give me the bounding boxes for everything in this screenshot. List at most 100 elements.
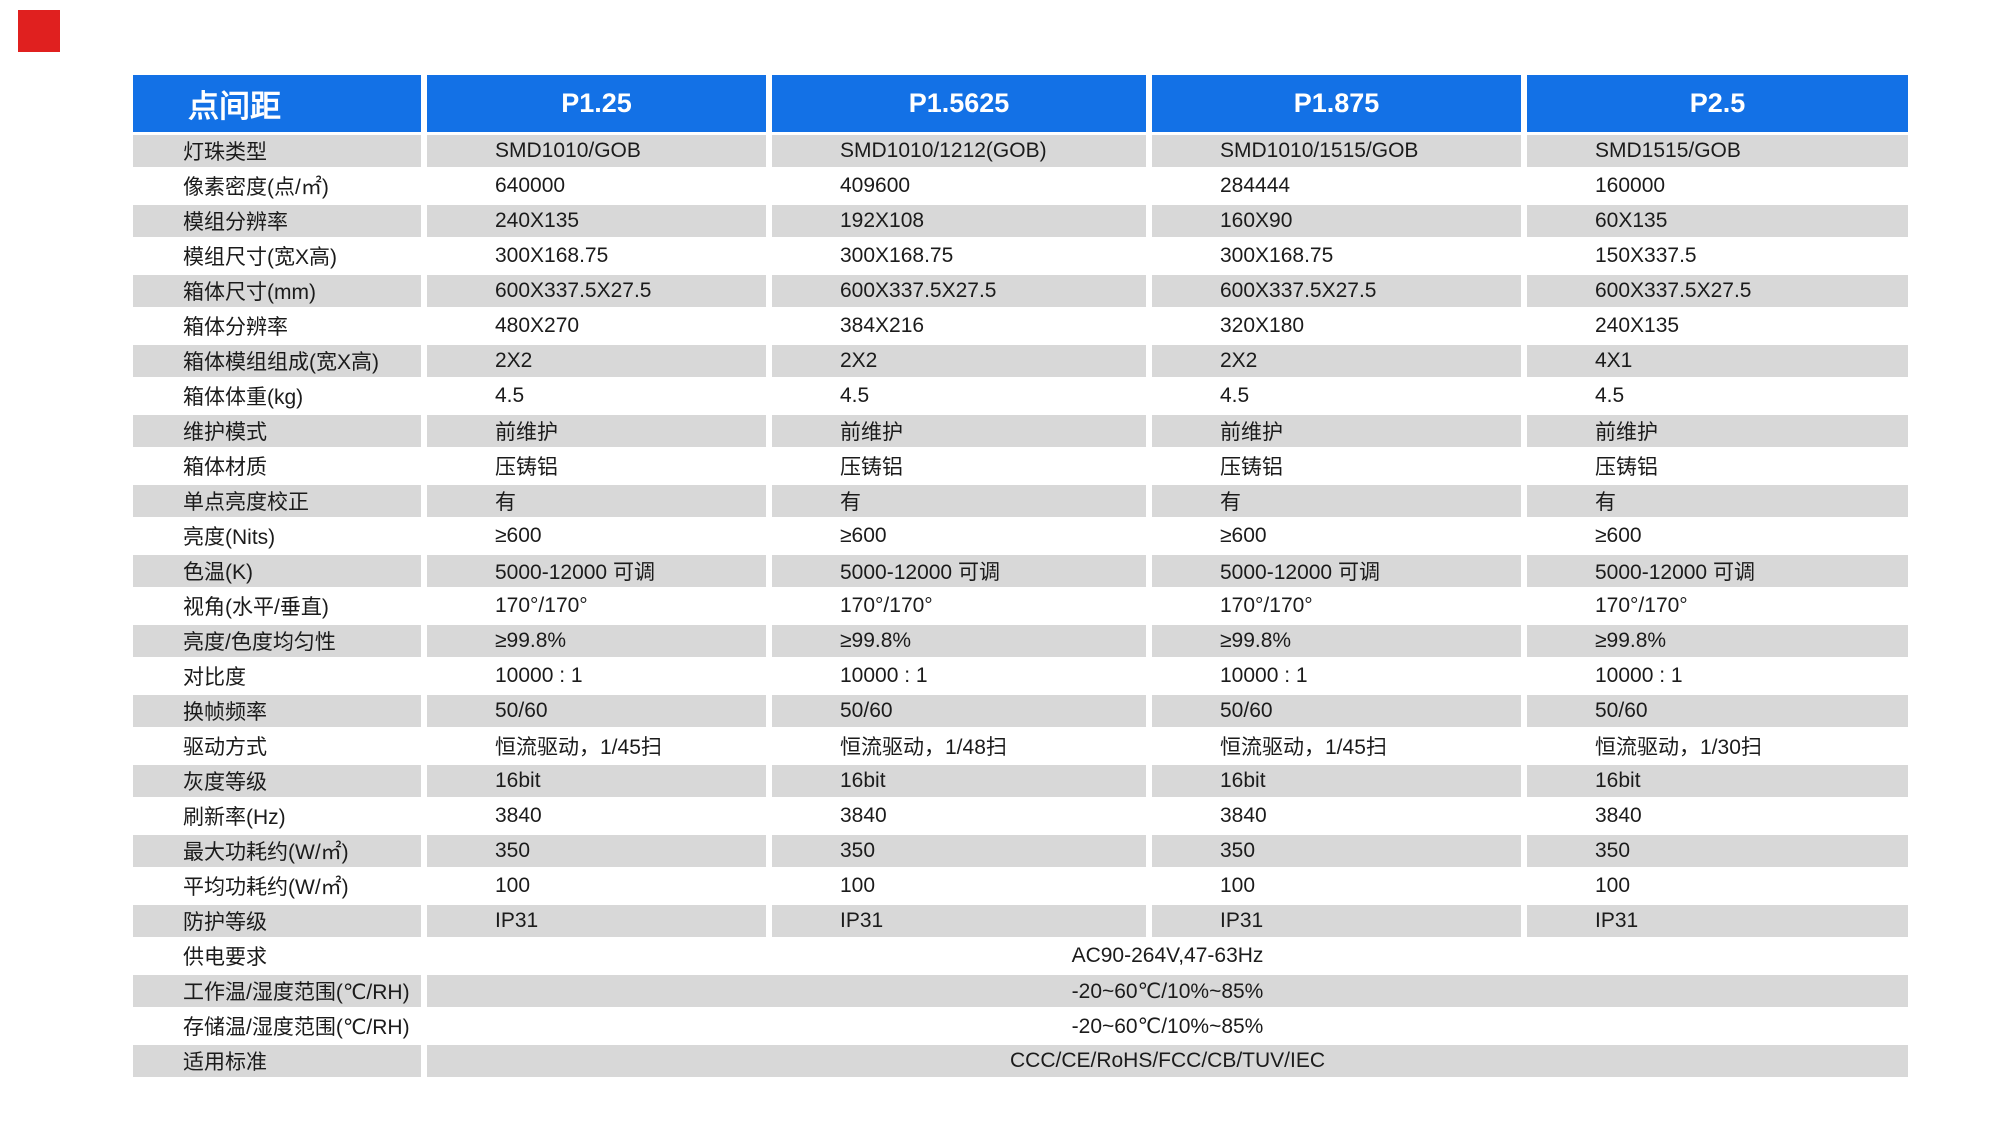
row-span-value: -20~60℃/10%~85% — [427, 975, 1908, 1010]
table-row: 灰度等级 16bit 16bit 16bit 16bit — [133, 765, 1908, 800]
row-label: 工作温/湿度范围(℃/RH) — [133, 975, 427, 1010]
row-value: 10000 : 1 — [1527, 660, 1908, 695]
row-value: 有 — [427, 485, 772, 520]
row-value: 160X90 — [1152, 205, 1527, 240]
row-value: 100 — [772, 870, 1152, 905]
row-label: 视角(水平/垂直) — [133, 590, 427, 625]
row-value: 100 — [1152, 870, 1527, 905]
table-row: 刷新率(Hz) 3840 3840 3840 3840 — [133, 800, 1908, 835]
row-label: 箱体体重(kg) — [133, 380, 427, 415]
row-value: 10000 : 1 — [427, 660, 772, 695]
row-label: 换帧频率 — [133, 695, 427, 730]
table-row: 供电要求 AC90-264V,47-63Hz — [133, 940, 1908, 975]
row-label: 驱动方式 — [133, 730, 427, 765]
row-value: ≥600 — [772, 520, 1152, 555]
row-label: 最大功耗约(W/㎡) — [133, 835, 427, 870]
row-value: 恒流驱动，1/45扫 — [1152, 730, 1527, 765]
row-value: 600X337.5X27.5 — [1152, 275, 1527, 310]
table-row: 箱体材质 压铸铝 压铸铝 压铸铝 压铸铝 — [133, 450, 1908, 485]
table-row: 视角(水平/垂直) 170°/170° 170°/170° 170°/170° 170°… — [133, 590, 1908, 625]
row-value: 600X337.5X27.5 — [427, 275, 772, 310]
row-value: ≥600 — [1152, 520, 1527, 555]
row-value: ≥99.8% — [1527, 625, 1908, 660]
row-value: 300X168.75 — [1152, 240, 1527, 275]
table-row: 最大功耗约(W/㎡) 350 350 350 350 — [133, 835, 1908, 870]
row-value: 5000-12000 可调 — [1527, 555, 1908, 590]
row-label: 亮度(Nits) — [133, 520, 427, 555]
row-value: 2X2 — [427, 345, 772, 380]
row-value: 恒流驱动，1/45扫 — [427, 730, 772, 765]
row-value: 192X108 — [772, 205, 1152, 240]
red-square-marker — [18, 10, 60, 52]
row-value: 前维护 — [1152, 415, 1527, 450]
table-row: 工作温/湿度范围(℃/RH) -20~60℃/10%~85% — [133, 975, 1908, 1010]
row-value: 50/60 — [427, 695, 772, 730]
row-value: 50/60 — [772, 695, 1152, 730]
row-value: SMD1010/1515/GOB — [1152, 135, 1527, 170]
row-value: 240X135 — [1527, 310, 1908, 345]
row-value: 4X1 — [1527, 345, 1908, 380]
row-value: IP31 — [772, 905, 1152, 940]
row-label: 刷新率(Hz) — [133, 800, 427, 835]
row-value: 恒流驱动，1/48扫 — [772, 730, 1152, 765]
row-value: 4.5 — [1152, 380, 1527, 415]
row-value: ≥99.8% — [427, 625, 772, 660]
row-value: 170°/170° — [1527, 590, 1908, 625]
row-value: 5000-12000 可调 — [427, 555, 772, 590]
row-value: 640000 — [427, 170, 772, 205]
row-value: 10000 : 1 — [772, 660, 1152, 695]
row-label: 维护模式 — [133, 415, 427, 450]
row-value: 有 — [772, 485, 1152, 520]
row-value: 50/60 — [1152, 695, 1527, 730]
row-value: ≥99.8% — [1152, 625, 1527, 660]
row-label: 箱体尺寸(mm) — [133, 275, 427, 310]
table-row: 模组尺寸(宽X高) 300X168.75 300X168.75 300X168.75 1… — [133, 240, 1908, 275]
row-value: 240X135 — [427, 205, 772, 240]
row-label: 箱体模组组成(宽X高) — [133, 345, 427, 380]
table-row: 色温(K) 5000-12000 可调 5000-12000 可调 5000-1200… — [133, 555, 1908, 590]
row-value: 3840 — [1152, 800, 1527, 835]
row-label: 适用标准 — [133, 1045, 427, 1080]
row-value: 284444 — [1152, 170, 1527, 205]
table-row: 维护模式 前维护 前维护 前维护 前维护 — [133, 415, 1908, 450]
row-value: 300X168.75 — [427, 240, 772, 275]
header-cell-p1-875: P1.875 — [1152, 75, 1527, 135]
row-value: 170°/170° — [772, 590, 1152, 625]
row-value: 压铸铝 — [1152, 450, 1527, 485]
row-label: 对比度 — [133, 660, 427, 695]
row-value: 100 — [427, 870, 772, 905]
row-label: 供电要求 — [133, 940, 427, 975]
table-row: 箱体体重(kg) 4.5 4.5 4.5 4.5 — [133, 380, 1908, 415]
row-value: 有 — [1527, 485, 1908, 520]
table-row: 箱体尺寸(mm) 600X337.5X27.5 600X337.5X27.5 600X… — [133, 275, 1908, 310]
row-value: 3840 — [772, 800, 1152, 835]
row-value: 480X270 — [427, 310, 772, 345]
row-value: 600X337.5X27.5 — [1527, 275, 1908, 310]
spec-table: 点间距 P1.25 P1.5625 P1.875 P2.5 灯珠类型 SMD101… — [133, 75, 1908, 1080]
row-value: 350 — [1152, 835, 1527, 870]
table-row: 平均功耗约(W/㎡) 100 100 100 100 — [133, 870, 1908, 905]
row-value: 16bit — [1527, 765, 1908, 800]
row-value: 170°/170° — [427, 590, 772, 625]
row-label: 防护等级 — [133, 905, 427, 940]
row-value: 60X135 — [1527, 205, 1908, 240]
header-cell-p2-5: P2.5 — [1527, 75, 1908, 135]
row-label: 像素密度(点/㎡) — [133, 170, 427, 205]
spec-table-body: 灯珠类型 SMD1010/GOB SMD1010/1212(GOB) SMD1010/… — [133, 135, 1908, 1080]
header-cell-p1-25: P1.25 — [427, 75, 772, 135]
table-row: 箱体分辨率 480X270 384X216 320X180 240X135 — [133, 310, 1908, 345]
row-label: 箱体材质 — [133, 450, 427, 485]
row-value: 50/60 — [1527, 695, 1908, 730]
row-value: SMD1515/GOB — [1527, 135, 1908, 170]
row-span-value: -20~60℃/10%~85% — [427, 1010, 1908, 1045]
row-value: ≥600 — [1527, 520, 1908, 555]
table-row: 灯珠类型 SMD1010/GOB SMD1010/1212(GOB) SMD1010/… — [133, 135, 1908, 170]
row-value: SMD1010/1212(GOB) — [772, 135, 1152, 170]
row-value: 320X180 — [1152, 310, 1527, 345]
table-row: 防护等级 IP31 IP31 IP31 IP31 — [133, 905, 1908, 940]
row-value: 300X168.75 — [772, 240, 1152, 275]
row-value: 170°/170° — [1152, 590, 1527, 625]
row-value: 160000 — [1527, 170, 1908, 205]
row-value: 16bit — [1152, 765, 1527, 800]
row-value: 3840 — [427, 800, 772, 835]
